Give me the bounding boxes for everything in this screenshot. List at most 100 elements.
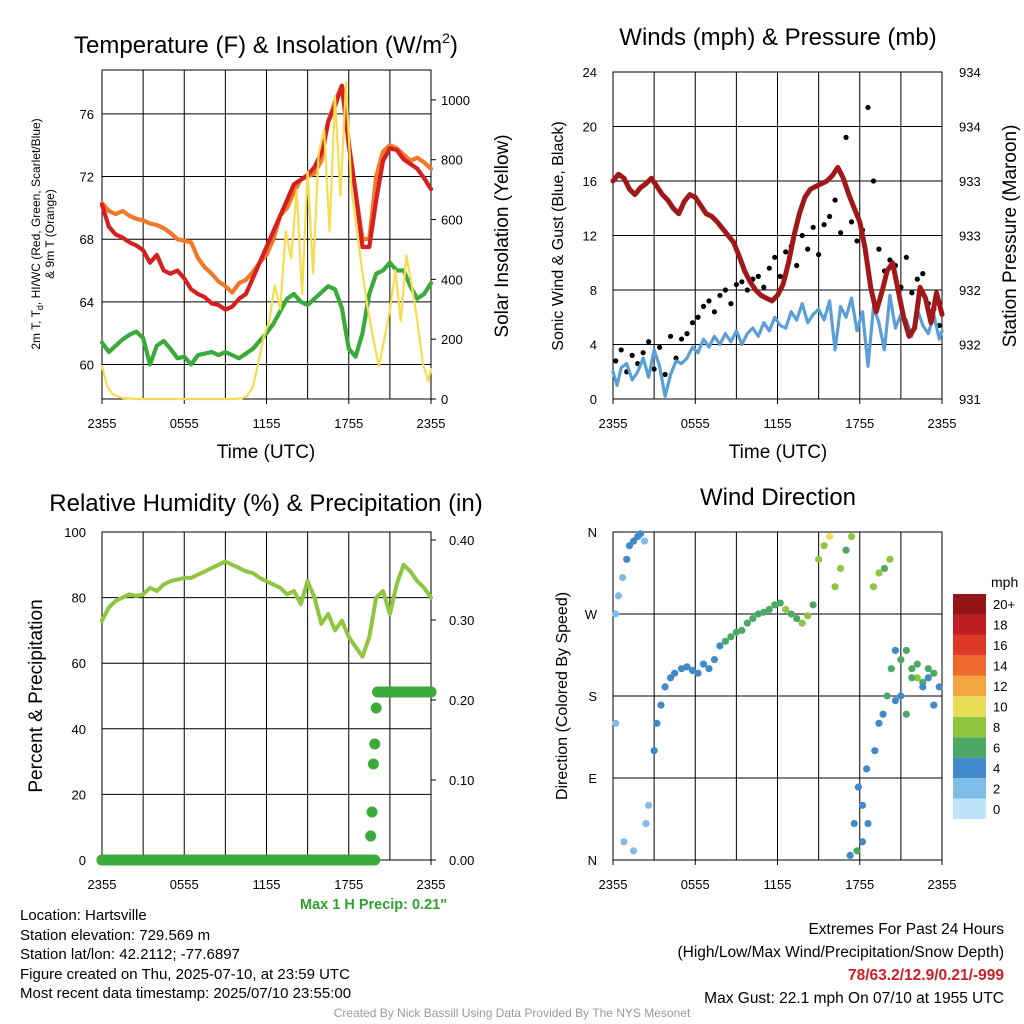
figure-created: Figure created on Thu, 2025-07-10, at 23…: [20, 965, 350, 983]
direction-point: [897, 692, 905, 700]
temperature-y-tick-label: 60: [80, 358, 94, 373]
panel-winds: Winds (mph) & Pressure (mb) 04812162024 …: [550, 24, 1021, 463]
station-location: Location: Hartsville: [20, 907, 147, 924]
temperature-y-tick-label: 72: [80, 170, 94, 185]
gust-point: [689, 320, 696, 326]
gust-point: [706, 298, 712, 304]
legend-swatch: [953, 798, 986, 819]
gust-point: [695, 314, 701, 320]
direction-point: [908, 665, 916, 673]
direction-point: [846, 851, 854, 860]
humidity-y-tick-label: 20: [72, 787, 86, 802]
direction-point: [880, 564, 889, 573]
direction-point: [782, 605, 790, 614]
precip-point: [365, 830, 377, 842]
direction-point: [924, 665, 932, 673]
direction-point: [919, 683, 927, 691]
x-tick-label: 1755: [334, 416, 363, 431]
wind-speed-tick-label: 12: [583, 229, 597, 244]
direction-tick-label: E: [588, 771, 597, 786]
legend-swatch: [953, 675, 986, 697]
insolation-tick-label: 400: [441, 272, 463, 287]
wind-speed-tick-label: 0: [590, 392, 597, 407]
dewpoint-line: [99, 260, 434, 367]
temperature-y-tick-label: 76: [80, 107, 94, 122]
direction-point: [694, 669, 702, 677]
legend-label: 4: [993, 761, 1000, 776]
direction-point: [924, 674, 932, 682]
wind-direction-x-ticks: 2355 0555 1155 1755 2355: [599, 860, 956, 892]
direction-point: [875, 719, 883, 727]
gust-point: [618, 347, 624, 353]
insolation-tick-label: 200: [441, 332, 463, 347]
max-precip-label: Max 1 H Precip: 0.21": [300, 897, 448, 913]
legend-label: 2: [993, 781, 1000, 796]
precip-point: [366, 806, 378, 818]
precip-point: [367, 758, 379, 770]
winds-x-ticks: 2355 0555 1155 1755 2355: [599, 399, 956, 431]
max-gust: Max Gust: 22.1 mph On 07/10 at 1955 UTC: [704, 990, 1004, 1007]
x-tick-label: 1755: [845, 877, 874, 892]
direction-tick-label: N: [588, 525, 597, 540]
direction-point: [913, 674, 921, 682]
insolation-tick-label: 600: [441, 213, 463, 228]
direction-point: [858, 801, 867, 809]
direction-point: [853, 847, 861, 855]
gust-point: [772, 254, 778, 260]
legend-swatch: [953, 757, 986, 779]
gust-point: [854, 238, 860, 244]
legend-swatch: [953, 716, 986, 738]
extremes-block: Extremes For Past 24 Hours (High/Low/Max…: [678, 918, 1005, 1010]
direction-point: [645, 801, 653, 809]
direction-point: [820, 542, 828, 550]
direction-point: [699, 660, 708, 668]
direction-point: [864, 819, 872, 828]
pressure-tick-label: 931: [959, 392, 981, 407]
x-tick-label: 2355: [599, 877, 628, 892]
direction-point: [798, 619, 806, 627]
pressure-tick-label: 933: [959, 174, 981, 189]
precip-tick-label: 0.40: [449, 533, 474, 548]
x-tick-label: 1155: [253, 416, 281, 431]
humidity-y2-ticks: 0.00 0.10 0.20 0.30 0.40: [431, 533, 474, 868]
direction-point: [863, 765, 871, 773]
pressure-ylabel: Station Pressure (Maroon): [1000, 125, 1021, 348]
gust-point: [865, 104, 871, 111]
gust-point: [646, 339, 652, 345]
direction-point: [847, 532, 856, 541]
extremes-title: Extremes For Past 24 Hours: [808, 921, 1004, 938]
direction-tick-label: S: [588, 689, 597, 704]
x-tick-label: 1755: [334, 877, 363, 892]
precip-tick-label: 0.00: [449, 853, 474, 868]
winds-y2-ticks: 931 932 932 933 933 934 934: [959, 65, 981, 407]
direction-point: [891, 646, 899, 655]
legend-label: 20+: [993, 597, 1015, 612]
gust-point: [722, 287, 729, 293]
winds-title: Winds (mph) & Pressure (mb): [619, 24, 936, 51]
legend-label: 14: [993, 659, 1007, 674]
humidity-y-tick-label: 40: [72, 722, 86, 737]
direction-point: [858, 838, 867, 846]
direction-point: [804, 612, 812, 620]
gust-point: [755, 273, 761, 279]
direction-point: [883, 692, 891, 700]
insolation-line: [100, 80, 433, 401]
direction-point: [836, 564, 845, 573]
wind-speed-tick-label: 16: [583, 174, 597, 189]
direction-point: [886, 555, 894, 563]
direction-point: [871, 747, 879, 755]
direction-point: [793, 614, 801, 623]
gust-point: [799, 232, 805, 239]
gust-point: [744, 287, 750, 293]
temperature-9m-line: [99, 83, 434, 295]
winds-y-ticks: 0 4 8 12 16 20 24: [583, 65, 597, 407]
panel-temperature: Temperature (F) & Insolation (W/m2) 60 64…: [29, 30, 513, 463]
humidity-y-ticks: 0 20 40 60 80 100: [64, 525, 86, 868]
direction-point: [612, 719, 620, 727]
direction-point: [677, 665, 686, 673]
direction-point: [825, 532, 834, 541]
x-tick-label: 2355: [88, 416, 117, 431]
legend-label: 12: [993, 679, 1007, 694]
legend-label: 8: [993, 720, 1000, 735]
